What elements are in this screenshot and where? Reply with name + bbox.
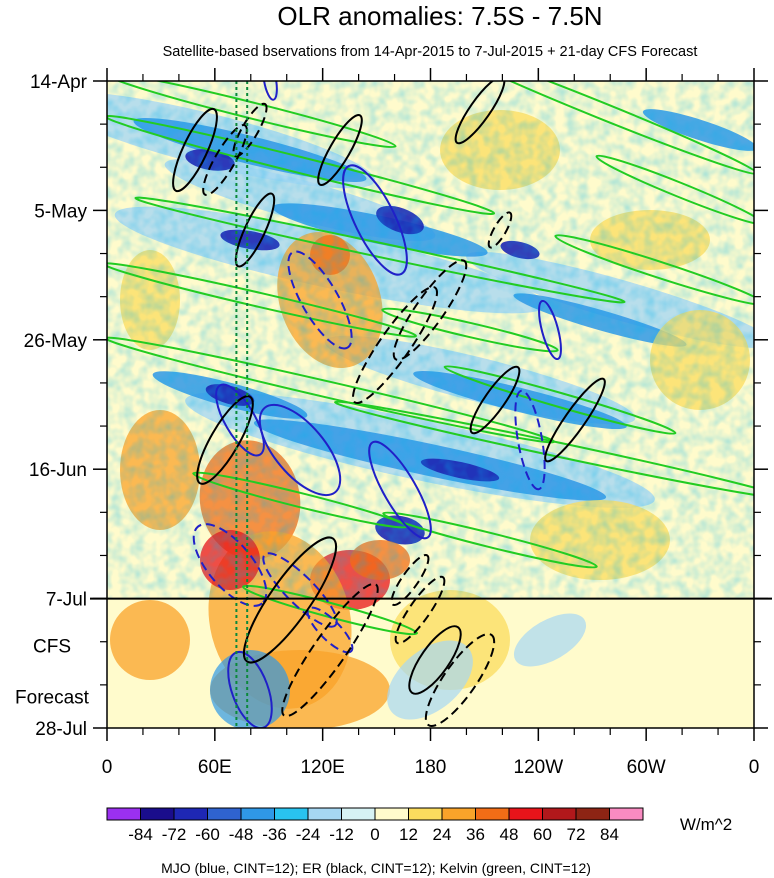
x-tick-label: 60W (627, 757, 666, 778)
mjo-contour (215, 383, 265, 457)
kelvin-contour (381, 307, 559, 353)
colorbar-swatch (207, 807, 242, 821)
texture-overlay (107, 81, 754, 599)
colorbar-swatch (274, 807, 309, 821)
colorbar-label: 24 (433, 825, 452, 844)
colorbar-label: 0 (370, 825, 379, 844)
x-tick-label: 0 (102, 757, 113, 778)
colorbar-swatch (408, 807, 443, 821)
er-contour (317, 114, 363, 186)
er-contour (454, 81, 506, 145)
colorbar-label: -24 (296, 825, 321, 844)
kelvin-contour (554, 234, 754, 306)
anomaly-patch (513, 613, 587, 667)
mjo-contour (342, 164, 408, 276)
colorbar-label: -84 (128, 825, 153, 844)
er-contour (202, 124, 248, 196)
er-contour (487, 211, 513, 249)
kelvin-contour (595, 154, 754, 226)
colorbar-swatch (542, 807, 577, 821)
er-contour (424, 633, 496, 727)
er-contour (172, 107, 218, 193)
colorbar-swatch (508, 807, 543, 821)
y-tick-label: 16-Jun (29, 460, 87, 481)
x-tick-label: 60E (198, 757, 232, 778)
colorbar-label: 36 (466, 825, 485, 844)
er-contour (392, 259, 468, 361)
kelvin-contour (382, 511, 598, 569)
x-tick-label: 120E (300, 757, 344, 778)
chart-title: OLR anomalies: 7.5S - 7.5N (277, 1, 602, 31)
colorbar-label: -48 (229, 825, 254, 844)
x-tick-label: 0 (749, 757, 760, 778)
y-tick-label: 28-Jul (35, 719, 87, 740)
er-contour (408, 625, 462, 695)
kelvin-contour (441, 81, 754, 176)
colorbar-swatch (374, 807, 409, 821)
y-tick-label: 5-May (34, 201, 87, 222)
anomaly-patch (210, 650, 290, 728)
er-contour (352, 286, 438, 404)
mjo-contour (262, 552, 338, 628)
mjo-contour (514, 389, 546, 491)
colorbar-swatch (240, 807, 275, 821)
colorbar-label: -12 (329, 825, 354, 844)
anomaly-patch (110, 600, 190, 680)
mjo-contour (368, 440, 432, 540)
axes: 0 60E 120E 180 120W 60W 0 14-Apr 5-May 26-May 16-J… (24, 68, 768, 778)
kelvin-contour (134, 196, 626, 304)
x-tick-label: 120W (514, 757, 564, 778)
colorbar-swatch (341, 807, 376, 821)
contour-legend: MJO (blue, CINT=12); ER (black, CINT=12)… (161, 860, 591, 876)
er-contour (281, 582, 379, 718)
x-tick-label: 180 (415, 757, 447, 778)
forecast-label-line2: Forecast (15, 688, 90, 709)
colorbar-swatch (106, 807, 141, 821)
colorbar-label: 48 (500, 825, 519, 844)
er-contour (544, 377, 606, 463)
colorbar-label: 84 (600, 825, 619, 844)
colorbar-units: W/m^2 (680, 815, 732, 834)
er-contour (232, 102, 268, 158)
mjo-contour (258, 403, 342, 497)
y-tick-label: 26-May (24, 331, 88, 352)
kelvin-contour (107, 114, 496, 216)
plot-area (107, 81, 754, 728)
colorbar-swatch (475, 807, 510, 821)
kelvin-contour (242, 584, 418, 636)
colorbar-label: 72 (567, 825, 586, 844)
colorbar-label: 60 (533, 825, 552, 844)
er-contour (242, 536, 338, 664)
colorbar-swatch (575, 807, 610, 821)
colorbar-label: -72 (162, 825, 187, 844)
colorbar: -84 -72 -60 -48 -36 -24 -12 0 12 24 36 48 60 72 84 (106, 807, 644, 844)
colorbar-swatch (140, 807, 175, 821)
colorbar-swatch (173, 807, 208, 821)
colorbar-label: -60 (195, 825, 220, 844)
mjo-contour (538, 299, 562, 361)
y-tick-label: 7-Jul (46, 590, 87, 611)
er-contour (234, 192, 276, 268)
kelvin-contour (443, 365, 677, 435)
colorbar-swatch (441, 807, 476, 821)
colorbar-swatch (307, 807, 342, 821)
er-contour (390, 554, 430, 606)
mjo-contour (287, 250, 353, 350)
forecast-label-line1: CFS (33, 637, 71, 658)
colorbar-swatch (609, 807, 644, 821)
colorbar-label: 12 (399, 825, 418, 844)
colorbar-label: -36 (262, 825, 287, 844)
kelvin-contour (334, 400, 754, 500)
er-contour (469, 365, 521, 435)
er-contour (394, 575, 446, 645)
chart-subtitle: Satellite-based bservations from 14-Apr-… (163, 44, 698, 60)
y-tick-label: 14-Apr (30, 72, 88, 93)
mjo-contour (306, 606, 354, 654)
kelvin-contour (107, 262, 417, 338)
